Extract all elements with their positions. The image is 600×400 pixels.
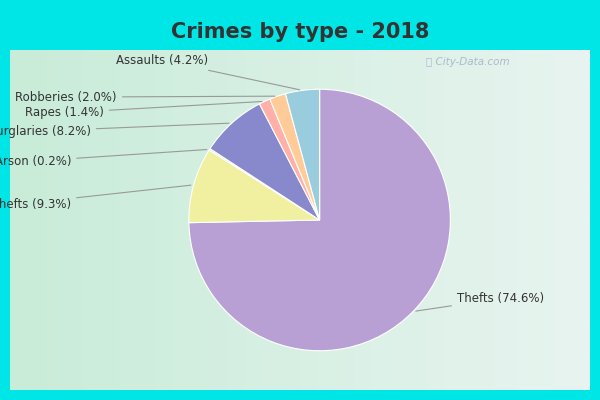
- Wedge shape: [259, 99, 320, 220]
- Text: Burglaries (8.2%): Burglaries (8.2%): [0, 123, 229, 138]
- Text: Robberies (2.0%): Robberies (2.0%): [16, 90, 275, 104]
- Text: Arson (0.2%): Arson (0.2%): [0, 150, 207, 168]
- Text: Assaults (4.2%): Assaults (4.2%): [116, 54, 299, 90]
- Text: ⓘ City-Data.com: ⓘ City-Data.com: [425, 56, 509, 66]
- Wedge shape: [189, 150, 320, 223]
- Wedge shape: [286, 89, 320, 220]
- Text: Rapes (1.4%): Rapes (1.4%): [25, 102, 262, 119]
- Text: Crimes by type - 2018: Crimes by type - 2018: [171, 22, 429, 42]
- Wedge shape: [209, 149, 320, 220]
- Text: Auto thefts (9.3%): Auto thefts (9.3%): [0, 185, 191, 211]
- Text: Thefts (74.6%): Thefts (74.6%): [416, 292, 544, 311]
- Wedge shape: [189, 89, 451, 351]
- Wedge shape: [270, 94, 320, 220]
- Wedge shape: [210, 104, 320, 220]
